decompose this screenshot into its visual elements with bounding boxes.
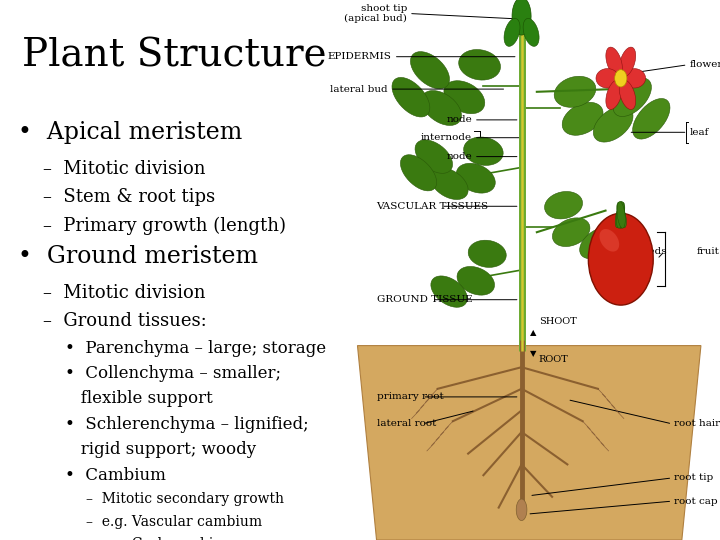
Text: seeds: seeds xyxy=(637,247,667,255)
Text: ▼: ▼ xyxy=(530,349,536,358)
Text: –  Primary growth (length): – Primary growth (length) xyxy=(43,217,287,235)
Text: EPIDERMIS: EPIDERMIS xyxy=(328,52,392,61)
Text: –  e.g. Vascular cambium: – e.g. Vascular cambium xyxy=(86,515,263,529)
Polygon shape xyxy=(617,202,626,228)
Text: node: node xyxy=(446,116,472,124)
Text: •  Ground meristem: • Ground meristem xyxy=(18,245,258,268)
Text: fruit: fruit xyxy=(697,247,720,255)
Polygon shape xyxy=(615,202,625,228)
Text: lateral root: lateral root xyxy=(377,420,436,428)
Polygon shape xyxy=(456,163,495,193)
Polygon shape xyxy=(593,106,633,142)
Polygon shape xyxy=(619,47,636,77)
Polygon shape xyxy=(580,227,616,259)
Text: –  Mitotic division: – Mitotic division xyxy=(43,284,206,301)
Text: •  Apical meristem: • Apical meristem xyxy=(18,122,242,145)
Polygon shape xyxy=(410,52,449,89)
Polygon shape xyxy=(421,91,462,125)
Polygon shape xyxy=(619,80,636,110)
Text: lateral bud: lateral bud xyxy=(330,85,388,93)
Text: –  Stem & root tips: – Stem & root tips xyxy=(43,188,215,206)
Text: root tip: root tip xyxy=(674,474,714,482)
Polygon shape xyxy=(596,69,618,88)
Polygon shape xyxy=(623,69,646,88)
Text: internode: internode xyxy=(420,133,472,142)
Circle shape xyxy=(615,70,627,87)
Text: VASCULAR TISSUES: VASCULAR TISSUES xyxy=(377,202,489,211)
Polygon shape xyxy=(617,201,625,228)
Polygon shape xyxy=(552,218,590,247)
Polygon shape xyxy=(600,229,619,252)
Polygon shape xyxy=(616,201,624,228)
Text: •  Schlerenchyma – lignified;: • Schlerenchyma – lignified; xyxy=(65,416,308,433)
Text: –  Mitotic secondary growth: – Mitotic secondary growth xyxy=(86,492,284,506)
Text: •  Collenchyma – smaller;: • Collenchyma – smaller; xyxy=(65,365,281,382)
Polygon shape xyxy=(444,80,485,114)
Polygon shape xyxy=(430,168,468,199)
Text: Plant Structure: Plant Structure xyxy=(22,38,326,75)
Text: ROOT: ROOT xyxy=(539,355,569,363)
Polygon shape xyxy=(464,137,503,165)
Polygon shape xyxy=(357,346,701,540)
Polygon shape xyxy=(392,77,430,117)
Polygon shape xyxy=(457,266,495,295)
Text: SHOOT: SHOOT xyxy=(539,317,577,326)
Polygon shape xyxy=(606,47,622,77)
Text: –  Ground tissues:: – Ground tissues: xyxy=(43,312,207,329)
Polygon shape xyxy=(431,276,467,307)
Text: node: node xyxy=(446,152,472,161)
Polygon shape xyxy=(516,499,527,521)
Polygon shape xyxy=(400,155,436,191)
Text: •  Cambium: • Cambium xyxy=(65,467,166,483)
Polygon shape xyxy=(468,240,506,267)
Polygon shape xyxy=(633,98,670,139)
Polygon shape xyxy=(554,76,595,107)
Text: –  e.g. Cork cambium: – e.g. Cork cambium xyxy=(86,537,236,540)
Text: •  Parenchyma – large; storage: • Parenchyma – large; storage xyxy=(65,340,326,356)
Polygon shape xyxy=(544,192,582,219)
Polygon shape xyxy=(504,18,520,46)
Text: shoot tip
(apical bud): shoot tip (apical bud) xyxy=(344,4,407,23)
Polygon shape xyxy=(613,78,652,117)
Text: root hairs: root hairs xyxy=(674,420,720,428)
Text: root cap: root cap xyxy=(674,497,718,505)
Polygon shape xyxy=(606,80,622,110)
Polygon shape xyxy=(562,102,603,136)
Text: flower: flower xyxy=(690,60,720,69)
Circle shape xyxy=(588,213,653,305)
Text: rigid support; woody: rigid support; woody xyxy=(65,441,256,458)
Text: flexible support: flexible support xyxy=(65,390,212,407)
Polygon shape xyxy=(512,0,531,35)
Polygon shape xyxy=(523,18,539,46)
Text: ▲: ▲ xyxy=(530,328,536,336)
Polygon shape xyxy=(617,201,625,228)
Text: leaf: leaf xyxy=(690,128,709,137)
Polygon shape xyxy=(459,50,500,80)
Text: –  Mitotic division: – Mitotic division xyxy=(43,160,206,178)
Polygon shape xyxy=(415,140,453,173)
Text: GROUND TISSUE: GROUND TISSUE xyxy=(377,295,472,304)
Text: primary root: primary root xyxy=(377,393,444,401)
